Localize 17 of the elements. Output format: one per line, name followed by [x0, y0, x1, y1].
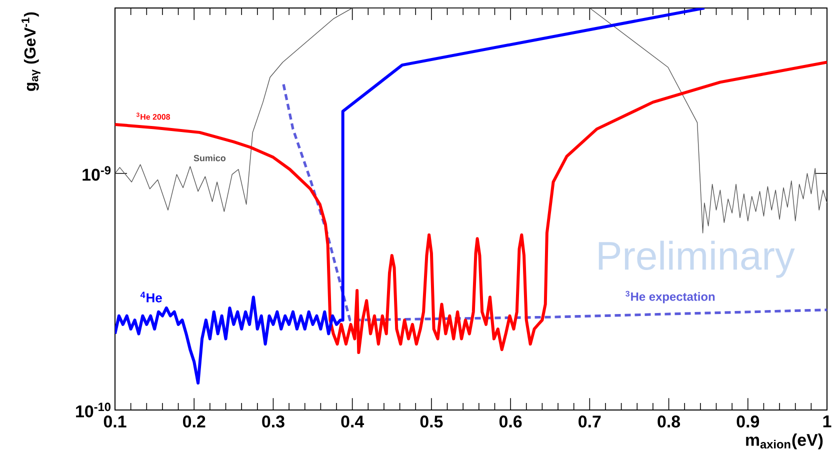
series-label: Sumico: [194, 154, 226, 162]
x-tick-label: 0.7: [578, 416, 601, 428]
annotation: Preliminary: [598, 240, 795, 278]
x-tick-label: 0.2: [183, 416, 206, 428]
series-label: $^{4}$He: [140, 292, 162, 302]
x-tick-label: 1: [823, 416, 832, 428]
x-tick-label: 0.5: [420, 416, 443, 428]
series-label: $^{3}$He expectation: [626, 290, 715, 304]
y-tick-label: 10$^{-9}$: [82, 166, 111, 181]
x-tick-label: 0.1: [104, 416, 126, 428]
x-tick-label: 0.6: [499, 416, 522, 428]
x-tick-label: 0.3: [262, 416, 284, 428]
x-tick-label: 0.4: [341, 416, 364, 428]
x-tick-label: 0.9: [736, 416, 760, 428]
x-tick-label: 0.8: [658, 416, 680, 428]
x-axis-title: m$_{axion}$(eV): [746, 434, 823, 450]
y-axis-title: g$_{aγ}$ (GeV$^{-1}$): [22, 12, 40, 91]
